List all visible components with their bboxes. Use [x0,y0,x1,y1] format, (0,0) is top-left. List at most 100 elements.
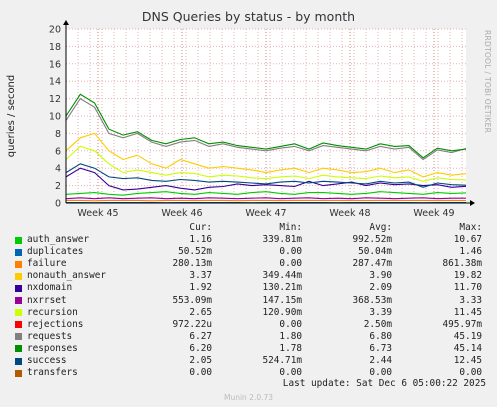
legend-label-auth_answer: auth_answer [27,234,90,245]
y-tick-label: 4 [55,164,61,175]
y-ticks: 0 2 4 6 8 10 12 14 16 18 20 [49,25,61,210]
legend-cur-duplicates: 50.52m [178,246,212,258]
legend-cur-responses: 6.20 [189,342,212,354]
y-tick-label: 16 [49,59,61,70]
legend-max-nxrrset: 3.33 [459,294,482,306]
legend-avg-responses: 6.73 [369,342,392,354]
legend-avg-failure: 287.47m [352,258,392,270]
legend-label-transfers: transfers [27,367,78,379]
y-axis-label: queries / second [6,75,17,157]
y-tick-label: 18 [49,42,61,53]
legend-header-min: Min: [279,222,302,233]
legend-min-failure: 0.00 [279,258,302,270]
legend-avg-auth_answer: 992.52m [352,234,392,245]
legend-cur-failure: 280.13m [172,258,212,270]
legend-cur-rejections: 972.22u [172,318,212,330]
legend-min-transfers: 0.00 [279,367,302,379]
chart-title: DNS Queries by status - by month [141,9,356,24]
legend-max-rejections: 495.97m [442,318,482,330]
legend-label-duplicates: duplicates [27,246,84,258]
legend-label-success: success [27,355,67,366]
y-tick-label: 14 [49,77,61,88]
legend-swatch-requests [15,333,22,341]
x-tick-label: Week 49 [413,208,454,219]
legend-avg-nonauth_answer: 3.90 [369,270,392,282]
legend-header-max: Max: [459,222,482,233]
y-axis-arrow [63,20,69,25]
legend-cur-transfers: 0.00 [189,367,212,379]
legend-swatch-success [15,357,22,365]
legend-avg-recursion: 3.39 [369,306,392,318]
y-tick-label: 0 [55,199,61,210]
legend-swatch-nxdomain [15,284,22,292]
legend-max-auth_answer: 10.67 [453,234,482,245]
series-success [65,163,467,188]
legend-min-duplicates: 0.00 [279,246,302,258]
y-tick-label: 2 [55,181,61,192]
legend-avg-nxrrset: 368.53m [352,294,392,306]
legend-min-nxdomain: 130.21m [262,282,302,294]
y-tick-label: 10 [49,112,61,123]
legend-label-nxdomain: nxdomain [27,282,73,294]
legend-avg-requests: 6.80 [369,330,392,342]
legend-min-nxrrset: 147.15m [262,294,302,306]
legend-max-transfers: 0.00 [459,367,482,379]
x-tick-label: Week 48 [329,208,370,219]
series-auth_answer [65,191,467,196]
y-tick-label: 12 [49,94,61,105]
legend-label-nxrrset: nxrrset [27,294,67,306]
legend-max-nonauth_answer: 19.82 [453,270,482,282]
legend-min-recursion: 120.90m [262,306,302,318]
x-ticks: Week 45 Week 46 Week 47 Week 48 Week 49 [77,208,454,219]
legend-cur-nonauth_answer: 3.37 [189,270,212,282]
legend-swatch-nonauth_answer [15,272,22,280]
legend-max-responses: 45.14 [453,342,482,354]
legend-cur-nxrrset: 553.09m [172,294,212,306]
legend-label-recursion: recursion [27,306,78,318]
y-tick-label: 8 [55,129,61,140]
legend-min-auth_answer: 339.81m [262,234,302,245]
legend-label-nonauth_answer: nonauth_answer [27,270,107,282]
legend-max-requests: 45.19 [453,330,482,342]
y-tick-label: 6 [55,146,61,157]
legend-swatch-responses [15,345,22,353]
legend-min-success: 524.71m [262,355,302,366]
series-recursion [65,145,467,182]
y-tick-label: 20 [49,25,61,36]
legend-label-responses: responses [27,342,78,354]
legend-swatch-nxrrset [15,297,22,304]
legend-cur-requests: 6.27 [189,330,212,342]
legend-max-success: 12.45 [453,355,482,366]
x-tick-label: Week 46 [161,208,202,219]
legend-swatch-transfers [15,369,22,377]
legend-min-nonauth_answer: 349.44m [262,270,302,282]
series-requests [65,97,467,161]
legend-avg-nxdomain: 2.09 [369,282,392,294]
legend-min-rejections: 0.00 [279,318,302,330]
legend-swatch-duplicates [15,248,22,256]
legend-max-duplicates: 1.46 [459,246,482,258]
x-axis-arrow [470,200,475,206]
legend-swatch-rejections [15,321,22,329]
legend-header-cur: Cur: [189,222,212,233]
legend-avg-rejections: 2.50m [363,318,392,330]
legend-max-nxdomain: 11.70 [453,282,482,294]
last-update: Last update: Sat Dec 6 05:00:22 2025 [282,378,486,389]
legend-label-requests: requests [27,330,73,342]
series-nonauth_answer [65,132,467,178]
legend-label-failure: failure [27,258,67,270]
legend-cur-auth_answer: 1.16 [189,234,212,245]
legend-cur-success: 2.05 [189,355,212,366]
legend-max-recursion: 11.45 [453,306,482,318]
legend-min-requests: 1.80 [279,330,302,342]
series-nxdomain [65,167,467,191]
legend-swatch-failure [15,260,22,268]
legend-cur-nxdomain: 1.92 [189,282,212,294]
legend-avg-transfers: 0.00 [369,367,392,379]
x-tick-label: Week 47 [245,208,286,219]
legend-header-avg: Avg: [369,222,392,233]
legend-avg-duplicates: 50.04m [358,246,392,258]
legend-swatch-auth_answer [15,236,22,244]
legend-swatch-recursion [15,309,22,317]
